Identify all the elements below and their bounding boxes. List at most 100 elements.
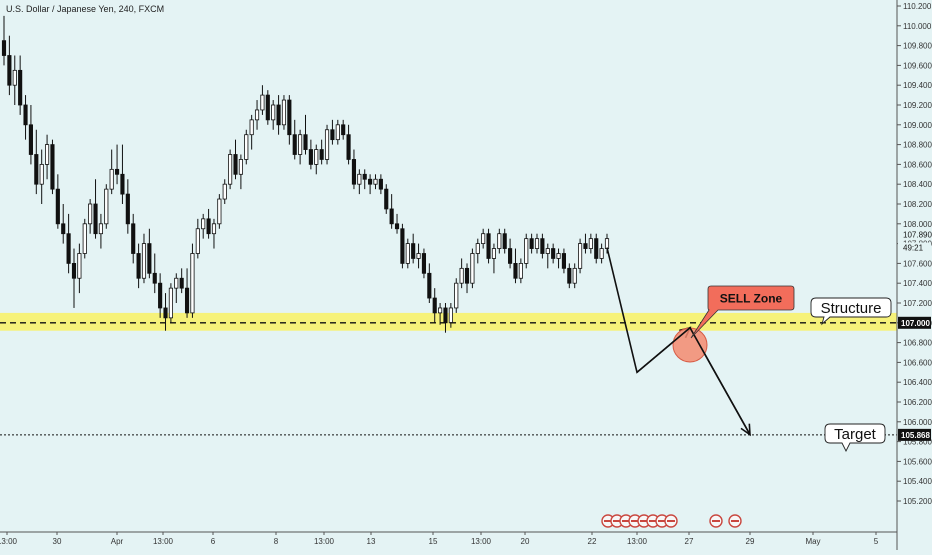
candle-body xyxy=(529,238,534,249)
candle-body xyxy=(481,233,486,244)
candle-body xyxy=(217,198,222,225)
candle-body xyxy=(228,154,233,185)
candle xyxy=(551,243,556,264)
event-flag-stripe xyxy=(649,520,657,522)
y-tick-label: 110.200 xyxy=(903,2,932,11)
candle-body xyxy=(88,203,93,225)
candle-body xyxy=(411,243,416,259)
economic-event-flag-icon[interactable] xyxy=(664,514,678,528)
candle xyxy=(454,278,459,313)
candle xyxy=(61,204,66,244)
candle-body xyxy=(561,253,566,269)
y-tick-label: 106.400 xyxy=(903,378,932,387)
candle-body xyxy=(93,203,98,235)
event-flag-stripe xyxy=(731,520,739,522)
candle xyxy=(34,129,39,195)
candle-body xyxy=(545,248,550,254)
candle xyxy=(438,303,443,325)
candle xyxy=(131,213,136,264)
candle xyxy=(341,119,346,140)
candle-body xyxy=(330,129,335,141)
candle xyxy=(249,114,254,150)
target-callout: Target xyxy=(824,423,886,453)
candle-body xyxy=(389,208,394,225)
candle xyxy=(464,263,470,294)
chart-title: U.S. Dollar / Japanese Yen, 240, FXCM xyxy=(6,4,164,14)
candle xyxy=(281,95,287,130)
y-tick-label: 106.200 xyxy=(903,398,932,407)
candle xyxy=(147,228,152,279)
candle xyxy=(335,119,340,145)
x-tick-label: May xyxy=(805,537,820,546)
candle-body xyxy=(588,238,593,249)
candle-body xyxy=(281,99,287,126)
y-tick-label: 105.400 xyxy=(903,477,932,486)
candle xyxy=(201,213,206,239)
candle xyxy=(524,233,529,269)
candle xyxy=(276,95,281,135)
candle-body xyxy=(534,238,540,249)
candle xyxy=(502,228,507,254)
candle-body xyxy=(120,173,125,195)
candle xyxy=(405,238,410,269)
candle-body xyxy=(61,223,66,235)
candle-body xyxy=(244,134,249,160)
candle-body xyxy=(335,124,340,141)
event-flag-stripe xyxy=(604,520,612,522)
candle-body xyxy=(260,94,265,111)
x-tick-label: 13:00 xyxy=(0,537,18,546)
price-tag-label: 107.000 xyxy=(901,319,930,328)
candle-body xyxy=(50,144,55,190)
price-tag: 49:21 xyxy=(898,242,931,253)
event-flag-stripe xyxy=(658,520,666,522)
candle-body xyxy=(271,104,276,121)
price-tag-box xyxy=(898,242,931,253)
candle-body xyxy=(34,154,39,185)
candle xyxy=(324,124,330,165)
candle xyxy=(179,268,184,294)
event-flag-stripe xyxy=(667,520,675,522)
structure-callout: Structure xyxy=(810,297,892,326)
candle-body xyxy=(502,233,507,249)
candle xyxy=(394,213,400,234)
candle-body xyxy=(45,144,50,165)
economic-event-flag-icon[interactable] xyxy=(728,514,742,528)
x-tick-label: 20 xyxy=(521,537,530,546)
y-tick-label: 107.600 xyxy=(903,259,932,268)
candle-body xyxy=(233,154,238,175)
candle-body xyxy=(578,243,583,269)
candle-body xyxy=(368,178,373,185)
candle xyxy=(163,293,168,331)
economic-event-flag-icon[interactable] xyxy=(628,514,642,528)
candle xyxy=(211,218,217,249)
candle-body xyxy=(82,223,87,254)
candle-body xyxy=(222,183,227,200)
candle xyxy=(254,100,260,130)
candle xyxy=(82,218,87,259)
candle xyxy=(12,55,17,105)
candle xyxy=(104,184,109,229)
candle-body xyxy=(357,173,362,185)
candle-body xyxy=(464,267,470,284)
candle-body xyxy=(443,307,448,324)
economic-event-flag-icon[interactable] xyxy=(709,514,723,528)
candle-body xyxy=(491,248,497,259)
candle-body xyxy=(373,178,378,185)
candle xyxy=(120,144,125,204)
y-tick-label: 108.600 xyxy=(903,160,932,169)
candle xyxy=(125,179,130,234)
candle-body xyxy=(405,243,410,264)
candle xyxy=(303,114,308,155)
candle-body xyxy=(524,238,529,264)
candle-body xyxy=(7,55,12,86)
candle-body xyxy=(394,223,400,230)
candle xyxy=(508,238,513,269)
x-tick-label: Apr xyxy=(111,537,124,546)
y-tick-label: 108.800 xyxy=(903,141,932,150)
candle xyxy=(228,149,233,190)
candle xyxy=(330,119,335,145)
target-label: Target xyxy=(834,426,877,443)
candle-body xyxy=(104,188,109,225)
